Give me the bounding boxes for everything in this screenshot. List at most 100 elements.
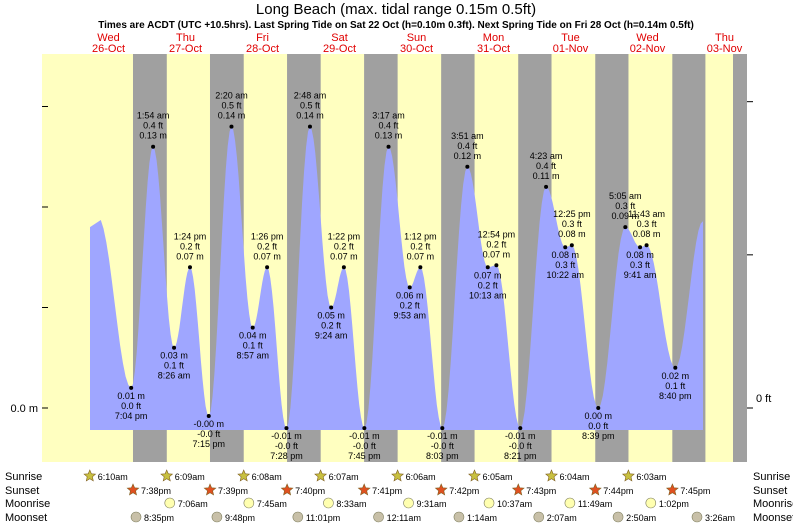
day-date: 03-Nov <box>707 43 743 55</box>
tide-m: -0.01 m <box>427 431 458 441</box>
moonrise-icon <box>243 497 255 509</box>
tide-point <box>638 245 643 250</box>
sunrise-time: 6:08am <box>252 472 282 482</box>
moonrise-icon <box>483 497 495 509</box>
tide-ft: 0.0 ft <box>588 421 609 431</box>
tide-m: 0.08 m <box>626 250 654 260</box>
tide-ft: 0.4 ft <box>143 121 164 131</box>
tide-time: 9:53 am <box>393 310 426 320</box>
tide-time: 8:39 pm <box>582 431 615 441</box>
sunset-row-label-right: Sunset <box>753 485 787 497</box>
day-name: Wed <box>97 32 119 44</box>
tide-ft: -0.0 ft <box>275 441 299 451</box>
tide-m: 0.08 m <box>633 229 661 239</box>
tide-time: 5:05 am <box>609 191 642 201</box>
sunrise-icon <box>160 469 174 482</box>
day-date: 01-Nov <box>553 43 589 55</box>
tide-ft: 0.2 ft <box>478 280 499 290</box>
tide-point <box>250 325 255 330</box>
tide-point <box>129 385 134 390</box>
tide-point <box>206 414 211 419</box>
tide-point <box>229 124 234 129</box>
day-date: 30-Oct <box>400 43 433 55</box>
sunset-time: 7:38pm <box>141 486 171 496</box>
tide-time: 2:48 am <box>294 91 327 101</box>
tide-time: 8:03 pm <box>426 451 459 461</box>
tide-time: 7:28 pm <box>270 451 303 461</box>
moonrise-icon <box>164 497 176 509</box>
moonset-icon <box>691 511 703 523</box>
tide-time: 10:13 am <box>469 290 507 300</box>
day-name: Fri <box>256 32 269 44</box>
sunrise-icon <box>237 469 251 482</box>
moonset-time: 8:35pm <box>144 513 174 523</box>
tide-m: 0.13 m <box>139 131 167 141</box>
right-margin <box>747 54 793 462</box>
moonrise-icon <box>323 497 334 509</box>
sunset-icon <box>126 483 140 496</box>
moonrise-time: 9:31am <box>417 499 447 509</box>
tide-point <box>386 144 391 149</box>
tide-time: 9:41 am <box>624 270 657 280</box>
tide-ft: 0.2 ft <box>321 321 342 331</box>
tide-time: 8:26 am <box>158 371 191 381</box>
moonrise-row-label-left: Moonrise <box>5 498 50 510</box>
tide-ft: 0.4 ft <box>536 161 557 171</box>
sunrise-time: 6:09am <box>175 472 205 482</box>
moonset-time: 12:11am <box>387 513 421 523</box>
tide-ft: 0.1 ft <box>665 381 686 391</box>
tide-point <box>284 426 289 431</box>
tide-time: 12:54 pm <box>478 229 516 239</box>
sunrise-time: 6:10am <box>98 472 128 482</box>
tide-ft: -0.0 ft <box>431 441 455 451</box>
sunset-icon <box>280 483 294 496</box>
tide-point <box>418 265 423 270</box>
tide-m: 0.07 m <box>483 249 511 259</box>
sunset-icon <box>665 483 679 496</box>
tide-m: 0.03 m <box>160 351 188 361</box>
tide-ft: 0.1 ft <box>164 361 185 371</box>
tide-time: 1:22 pm <box>328 231 361 241</box>
tide-ft: 0.0 ft <box>121 401 142 411</box>
tide-time: 1:24 pm <box>174 231 207 241</box>
day-date: 02-Nov <box>630 43 666 55</box>
left-margin <box>0 54 42 462</box>
day-name: Sat <box>331 32 348 44</box>
tide-m: 0.08 m <box>558 229 586 239</box>
tide-m: 0.00 m <box>584 411 612 421</box>
tide-ft: 0.2 ft <box>257 241 278 251</box>
y-axis-left-label: 0.0 m <box>10 403 38 415</box>
tide-time: 8:40 pm <box>659 391 692 401</box>
tide-m: 0.07 m <box>407 251 435 261</box>
tide-time: 7:15 pm <box>192 439 225 449</box>
sunset-time: 7:43pm <box>526 486 556 496</box>
tide-m: 0.07 m <box>330 251 358 261</box>
moonrise-icon <box>564 497 576 509</box>
tide-m: -0.01 m <box>271 431 302 441</box>
tide-ft: 0.4 ft <box>379 121 400 131</box>
sunrise-row-label-left: Sunrise <box>5 471 42 483</box>
tide-point <box>569 243 574 248</box>
tide-m: -0.01 m <box>349 431 380 441</box>
sunset-icon <box>434 483 448 496</box>
tide-point <box>596 406 601 410</box>
day-date: 31-Oct <box>477 43 510 55</box>
tide-m: 0.09 m <box>612 211 640 221</box>
tide-ft: 0.2 ft <box>410 241 431 251</box>
sunset-icon <box>357 483 371 496</box>
tide-point <box>307 124 312 129</box>
day-date: 27-Oct <box>169 43 202 55</box>
moonset-icon <box>612 511 624 523</box>
tide-ft: 0.4 ft <box>457 141 478 151</box>
tide-time: 8:21 pm <box>504 451 537 461</box>
tide-ft: -0.0 ft <box>197 429 221 439</box>
day-date: 26-Oct <box>92 43 125 55</box>
tide-time: 7:04 pm <box>115 411 148 421</box>
tide-point <box>518 426 523 431</box>
sunrise-time: 6:03am <box>636 472 666 482</box>
tide-m: -0.01 m <box>505 431 536 441</box>
tide-point <box>494 263 499 268</box>
tide-m: 0.07 m <box>253 251 281 261</box>
tide-point <box>563 245 568 250</box>
sunset-icon <box>588 483 602 496</box>
